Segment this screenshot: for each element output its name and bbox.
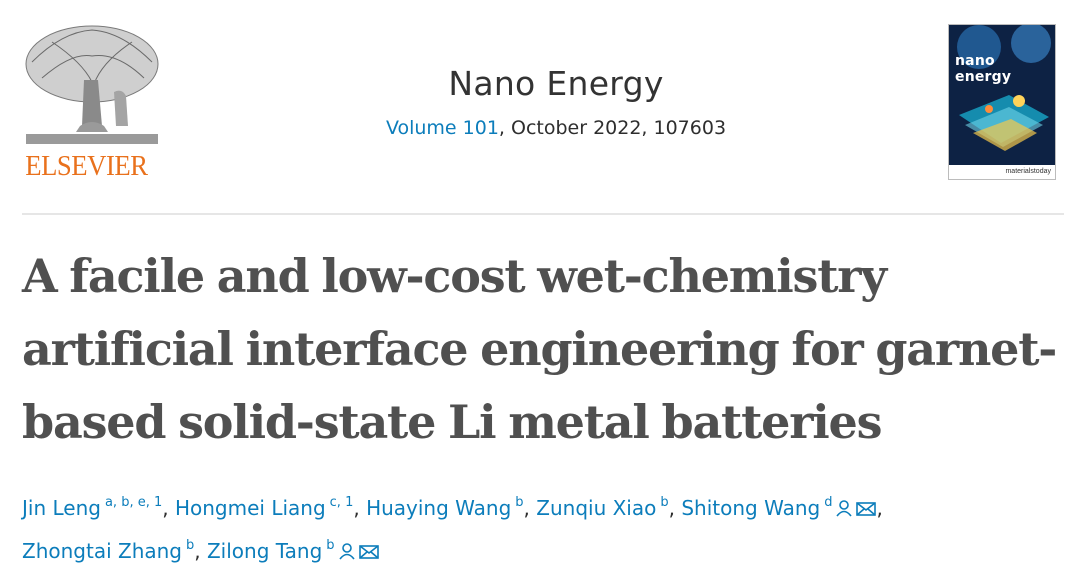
cover-art-icon (949, 25, 1055, 179)
header-divider (22, 213, 1064, 215)
author-affiliation: c, 1 (329, 495, 354, 510)
author-link[interactable]: Zunqiu Xiao b (536, 495, 669, 520)
author-list: Jin Leng a, b, e, 1, Hongmei Liang c, 1, H… (22, 495, 883, 563)
journal-header: Nano Energy Volume 101, October 2022, 10… (300, 64, 812, 139)
person-icon (836, 500, 853, 517)
envelope-icon (358, 545, 379, 559)
author-affiliation: b (326, 538, 335, 553)
elsevier-logo[interactable]: ELSEVIER (22, 22, 162, 184)
issue-details: , October 2022, 107603 (498, 117, 727, 139)
author-link[interactable]: Huaying Wang b (366, 495, 524, 520)
journal-issue-info: Volume 101, October 2022, 107603 (300, 117, 812, 139)
author-link[interactable]: Zilong Tang b (207, 538, 379, 563)
envelope-icon (856, 502, 877, 516)
author-affiliation: b (186, 538, 195, 553)
journal-cover-image[interactable]: nano energy materialstoday (948, 24, 1056, 180)
author-affiliation: b (660, 495, 669, 510)
author-link[interactable]: Shitong Wang d (681, 495, 877, 520)
publisher-name: ELSEVIER (25, 150, 148, 182)
cover-footer: materialstoday (949, 165, 1055, 179)
author-link[interactable]: Hongmei Liang c, 1 (174, 495, 354, 520)
author-affiliation: a, b, e, 1 (104, 495, 163, 510)
author-affiliation: b (515, 495, 524, 510)
author-link[interactable]: Jin Leng a, b, e, 1 (22, 495, 163, 520)
article-title: A facile and low-cost wet-chemistry arti… (22, 249, 1057, 449)
cover-title: nano energy (955, 53, 1012, 85)
journal-title[interactable]: Nano Energy (448, 64, 664, 103)
author-affiliation: d (824, 495, 833, 510)
volume-link[interactable]: Volume 101 (385, 117, 499, 139)
tree-icon (25, 25, 159, 144)
author-link[interactable]: Zhongtai Zhang b (22, 538, 195, 563)
person-icon (338, 543, 355, 560)
